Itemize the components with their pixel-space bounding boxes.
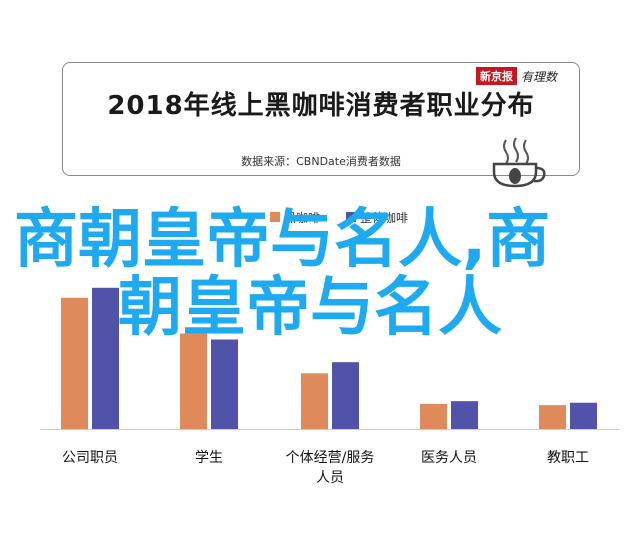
category-label-3-line1: 个体经营/服务 [286,450,375,466]
legend-swatch-1 [270,212,280,222]
overlay-text-line1: 商朝皇帝与名人,商 [14,203,551,277]
bar-1-1 [61,297,88,429]
brand-logo-script: 有理数 [520,69,557,84]
bar-1-4 [420,403,447,429]
bar-2-1 [92,287,119,429]
legend-swatch-2 [346,212,356,222]
legend-label-1: 黑咖啡 [284,210,320,225]
bar-2-4 [451,401,478,429]
bar-1-3 [301,373,328,429]
category-label-1: 公司职员 [62,450,118,466]
bar-1-2 [180,333,207,429]
bar-2-2 [211,339,238,429]
overlay-text-line2: 朝皇帝与名人 [118,271,502,345]
category-label-5: 教职工 [547,450,589,466]
page-title: 2018年线上黑咖啡消费者职业分布 [107,91,535,121]
category-label-3-line2: 人员 [316,470,344,486]
brand-logo-red: 新京报 [475,67,517,85]
bar-1-5 [539,405,566,429]
coffee-cup-icon [492,137,546,188]
brand-logo: 新京报 有理数 [475,67,557,85]
category-label-4: 医务人员 [421,450,477,466]
data-source-note: 数据来源：CBNDate消费者数据 [241,155,401,168]
header-panel: 2018年线上黑咖啡消费者职业分布 数据来源：CBNDate消费者数据 新京报 … [62,62,580,176]
legend-label-2: 整体咖啡 [360,210,408,225]
bar-2-3 [332,362,359,429]
bar-2-5 [570,402,597,429]
category-label-2: 学生 [195,450,223,466]
